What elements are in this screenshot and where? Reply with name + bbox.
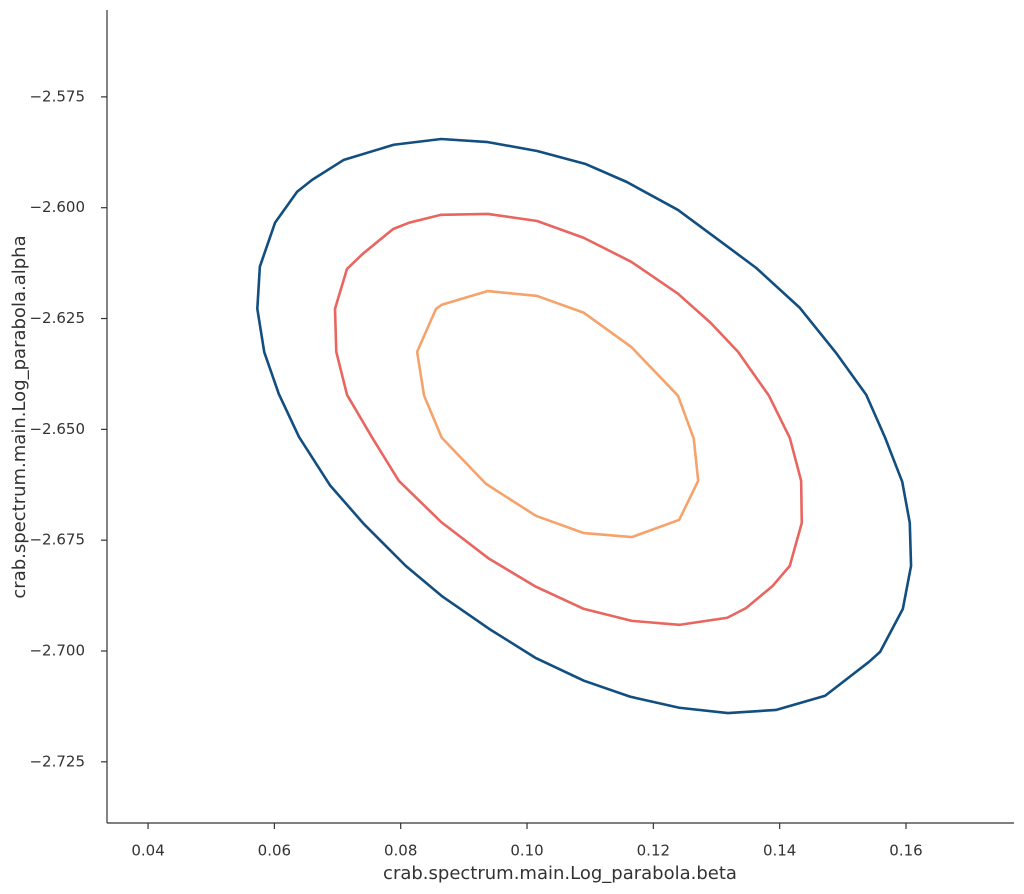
y-tick-label: −2.700: [29, 642, 85, 660]
contour-line: [415, 289, 700, 539]
y-tick-label: −2.575: [29, 87, 85, 105]
x-axis-label: crab.spectrum.main.Log_parabola.beta: [383, 863, 737, 884]
y-tick-label: −2.675: [29, 531, 85, 549]
x-tick-label: 0.08: [384, 842, 417, 860]
x-tick-label: 0.10: [510, 842, 543, 860]
y-tick-label: −2.725: [29, 752, 85, 770]
y-tick-label: −2.600: [29, 198, 85, 216]
x-tick-label: 0.16: [889, 842, 922, 860]
y-tick-label: −2.625: [29, 309, 85, 327]
x-tick-label: 0.14: [763, 842, 796, 860]
contour-line: [333, 212, 804, 627]
contour-line: [256, 137, 913, 715]
y-tick-label: −2.650: [29, 420, 85, 438]
y-axis-label: crab.spectrum.main.Log_parabola.alpha: [9, 235, 30, 598]
x-tick-label: 0.04: [131, 842, 164, 860]
x-tick-label: 0.12: [637, 842, 670, 860]
x-tick-label: 0.06: [258, 842, 291, 860]
